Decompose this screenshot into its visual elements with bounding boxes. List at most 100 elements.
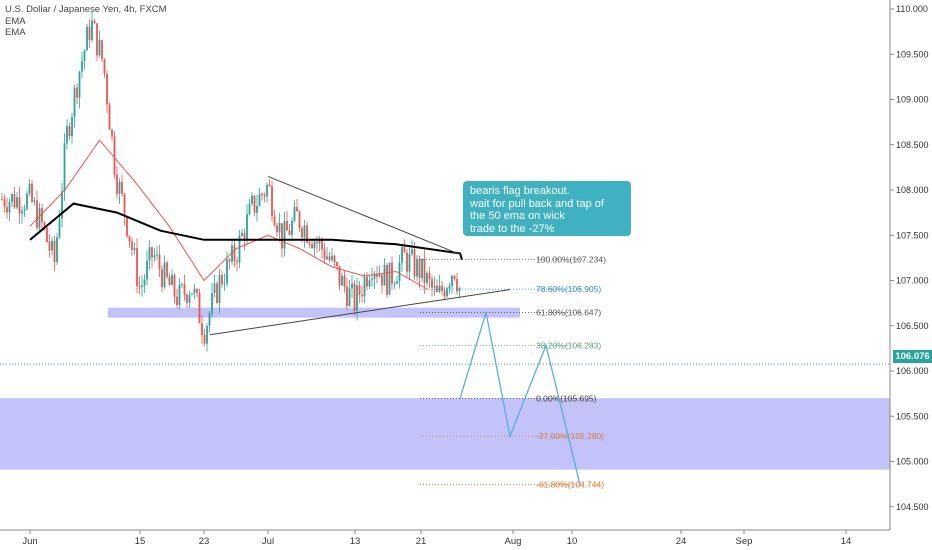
candle-body xyxy=(358,285,361,295)
candle-body xyxy=(253,195,256,213)
ema-fast-line xyxy=(29,139,429,290)
candle-body xyxy=(203,335,206,344)
candle-body xyxy=(211,293,213,314)
candle-body xyxy=(273,216,276,226)
annotation-callout[interactable]: bearis flag breakout. wait for pull back… xyxy=(463,181,631,236)
ema-1-label[interactable]: EMA xyxy=(5,15,26,27)
candle-body xyxy=(81,61,83,72)
candle-body xyxy=(413,249,416,277)
zones-layer xyxy=(0,307,890,470)
candle-body xyxy=(91,20,93,41)
candle-body xyxy=(343,275,346,287)
ema-layer xyxy=(29,139,463,290)
candle-body xyxy=(86,26,88,51)
projection-path xyxy=(459,312,581,485)
candle-body xyxy=(148,247,151,261)
x-tick-label: 21 xyxy=(416,536,427,547)
x-tick-label: Sep xyxy=(736,536,753,547)
candle-body xyxy=(216,283,218,303)
candle-body xyxy=(368,280,371,287)
candle-body xyxy=(316,241,318,244)
x-tick-label: Jun xyxy=(22,536,37,547)
fib-label: -27.00%(105.280) xyxy=(536,431,604,441)
candle-body xyxy=(46,228,48,242)
candle-body xyxy=(398,262,401,282)
candle-body xyxy=(21,211,23,214)
projection-layer xyxy=(459,312,581,485)
candle-body xyxy=(88,26,91,41)
y-tick-label: 105.500 xyxy=(896,411,929,421)
candle-body xyxy=(118,181,121,194)
candle-body xyxy=(71,117,73,137)
candle-body xyxy=(41,207,43,223)
candle-body xyxy=(181,284,183,286)
candle-body xyxy=(206,325,208,344)
candle-body xyxy=(451,275,453,287)
y-tick-label: 106.500 xyxy=(896,321,929,331)
candle-body xyxy=(331,255,333,261)
candle-body xyxy=(418,258,421,279)
symbol-title[interactable]: U.S. Dollar / Japanese Yen, 4h, FXCM xyxy=(5,4,167,15)
candle-body xyxy=(231,245,233,262)
candle-body xyxy=(38,207,41,228)
candle-body xyxy=(143,279,146,286)
candle-body xyxy=(386,264,388,295)
candle-body xyxy=(246,214,248,241)
candle-body xyxy=(73,87,76,118)
candle-body xyxy=(433,285,436,288)
candle-body xyxy=(16,197,18,208)
candle-body xyxy=(96,23,98,56)
candle-body xyxy=(101,40,103,60)
candle-body xyxy=(416,258,418,277)
candle-body xyxy=(23,208,26,212)
candle-body xyxy=(76,87,78,98)
candle-body xyxy=(236,261,238,263)
candle-body xyxy=(298,211,301,229)
candle-body xyxy=(63,143,66,192)
candle-body xyxy=(396,281,398,284)
candle-body xyxy=(126,216,128,236)
candle-body xyxy=(251,195,253,204)
candle-body xyxy=(111,129,113,137)
candle-body xyxy=(243,232,246,241)
y-tick-label: 109.000 xyxy=(896,95,929,105)
candle-body xyxy=(423,258,426,284)
candle-body xyxy=(356,285,358,311)
x-tick-label: 23 xyxy=(199,536,210,547)
candle-body xyxy=(141,285,143,287)
candle-body xyxy=(248,203,251,215)
candle-body xyxy=(196,289,198,293)
candle-body xyxy=(121,181,123,194)
candle-body xyxy=(428,273,431,279)
candle-body xyxy=(171,274,173,286)
candle-body xyxy=(6,207,8,213)
candle-body xyxy=(408,253,411,272)
candle-body xyxy=(156,254,158,256)
fib-label: 38.20%(106.283) xyxy=(536,340,601,350)
candle-body xyxy=(268,184,271,186)
candle-body xyxy=(283,220,286,249)
x-tick-label: Aug xyxy=(505,536,522,547)
ema-2-label[interactable]: EMA xyxy=(5,27,26,38)
candle-body xyxy=(221,274,223,285)
candle-body xyxy=(401,247,403,263)
candle-body xyxy=(113,136,116,175)
candle-body xyxy=(223,283,226,285)
y-tick-label: 107.000 xyxy=(896,276,929,286)
candle-body xyxy=(193,289,196,294)
candle-body xyxy=(36,200,38,228)
ema-slow-line xyxy=(29,202,463,261)
candle-body xyxy=(233,245,236,262)
candle-body xyxy=(173,274,176,297)
candle-body xyxy=(328,256,331,261)
fib-label: 0.00%(105.695) xyxy=(536,394,597,404)
zone-target xyxy=(0,398,890,470)
candle-body xyxy=(18,197,21,214)
candle-body xyxy=(241,232,243,236)
candle-body xyxy=(421,258,423,279)
candle-body xyxy=(238,235,241,263)
candle-body xyxy=(361,294,363,297)
candle-body xyxy=(366,276,368,287)
